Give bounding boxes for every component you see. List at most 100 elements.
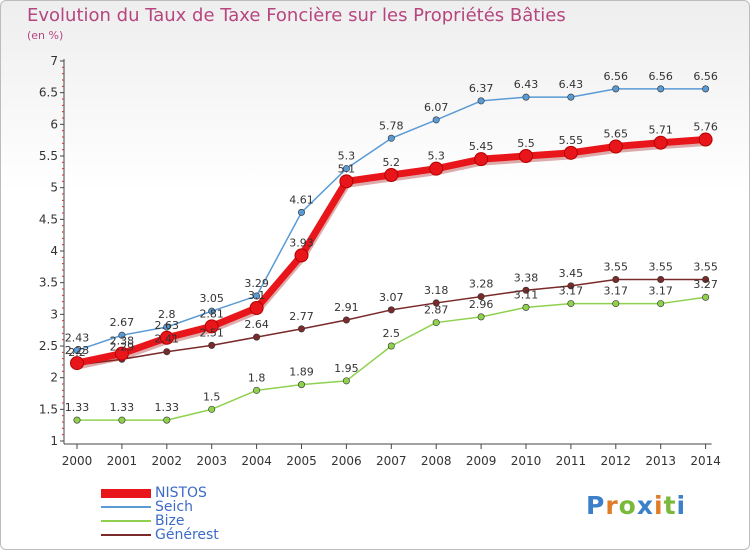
data-label-bize: 3.27 [693,278,718,291]
x-tick-label: 2011 [556,454,587,468]
y-tick-label: 3 [50,307,58,321]
data-label-seich: 3.05 [199,292,224,305]
x-tick-label: 2002 [152,454,183,468]
data-label-generest: 2.91 [334,301,359,314]
y-tick-label: 4.5 [39,212,58,226]
legend-item-seich: Seich [101,500,219,514]
data-label-nistos: 5.1 [338,162,356,175]
data-point-nistos [608,139,623,154]
data-label-generest: 3.45 [559,267,584,280]
y-tick-label: 3.5 [39,276,58,290]
y-tick-label: 7 [50,54,58,68]
data-point-nistos [249,301,264,315]
legend-swatch-bize [101,520,151,522]
data-label-bize: 1.95 [334,362,359,375]
y-tick-label: 1 [50,434,58,448]
data-label-bize: 3.17 [604,285,629,298]
chart-title: Evolution du Taux de Taxe Foncière sur l… [27,5,566,26]
x-tick-label: 2009 [466,454,497,468]
data-label-seich: 3.29 [244,277,269,290]
data-label-bize: 2.87 [424,304,449,317]
data-label-seich: 2.8 [158,308,176,321]
logo-letter: i [676,491,687,520]
x-tick-label: 2013 [645,454,676,468]
data-point-generest [163,348,171,356]
data-label-nistos: 2.38 [110,335,135,348]
data-point-seich [73,346,81,354]
data-point-generest [477,293,485,301]
y-tick-label: 5 [50,181,58,195]
x-tick-label: 2001 [107,454,138,468]
y-tick-label: 1.5 [39,402,58,416]
data-label-generest: 3.55 [648,261,673,274]
logo-letter: i [654,491,664,520]
x-tick-label: 2007 [376,454,407,468]
y-tick-label: 4 [50,244,58,258]
data-label-seich: 6.56 [604,70,629,83]
data-label-bize: 2.96 [469,298,494,311]
data-label-bize: 3.17 [559,285,584,298]
data-point-generest [297,325,305,333]
data-label-nistos: 5.71 [648,124,673,137]
proxiti-logo: Proxiti [586,491,686,520]
data-label-seich: 6.07 [424,101,449,114]
legend-item-bize: Bize [101,514,219,528]
x-tick-label: 2003 [196,454,227,468]
legend-label-seich: Seich [155,499,193,515]
data-point-bize [118,416,126,424]
data-point-bize [567,300,575,308]
data-point-seich [118,331,126,339]
legend-item-nistos: NISTOS [101,486,219,500]
data-label-generest: 2.64 [244,318,269,331]
legend-item-generest: Générest [101,528,219,542]
data-point-generest [702,275,710,283]
data-point-nistos [698,132,713,147]
data-point-bize [208,405,216,413]
data-label-seich: 5.78 [379,119,404,132]
x-tick-label: 2004 [241,454,272,468]
data-label-generest: 2.41 [155,333,180,346]
data-point-seich [432,116,440,124]
y-tick-label: 6 [50,117,58,131]
data-label-seich: 5.3 [338,150,356,163]
data-point-bize [477,313,485,321]
x-tick-label: 2010 [511,454,542,468]
data-label-seich: 2.43 [65,331,90,344]
data-label-bize: 1.89 [289,366,314,379]
legend: NISTOS Seich Bize Générest [101,486,219,542]
data-label-generest: 2.29 [110,340,135,353]
data-point-generest [253,333,261,341]
data-point-generest [342,316,350,324]
data-label-bize: 1.5 [203,390,221,403]
data-label-nistos: 3.1 [248,289,266,302]
logo-letter: P [586,491,606,520]
data-label-seich: 6.37 [469,82,494,95]
data-label-bize: 3.17 [648,285,673,298]
data-label-bize: 1.33 [155,401,180,414]
data-point-seich [702,85,710,93]
data-label-nistos: 5.5 [517,137,535,150]
data-point-generest [612,275,620,283]
data-point-seich [567,93,575,101]
legend-swatch-nistos [101,488,151,498]
data-point-seich [208,307,216,315]
data-point-seich [522,93,530,101]
legend-label-nistos: NISTOS [155,485,207,501]
data-point-seich [253,292,261,300]
data-label-generest: 3.07 [379,291,404,304]
legend-swatch-seich [101,506,151,508]
data-point-bize [342,377,350,385]
data-label-generest: 3.18 [424,284,449,297]
legend-label-bize: Bize [155,513,185,529]
x-tick-label: 2005 [286,454,317,468]
data-point-nistos [339,174,354,189]
data-point-nistos [204,319,219,334]
y-tick-label: 6.5 [39,86,58,100]
data-label-seich: 4.61 [289,193,314,206]
data-label-generest: 3.55 [604,261,629,274]
data-label-generest: 2.2 [68,346,86,359]
data-point-nistos [114,346,129,361]
data-label-nistos: 5.2 [383,156,401,169]
